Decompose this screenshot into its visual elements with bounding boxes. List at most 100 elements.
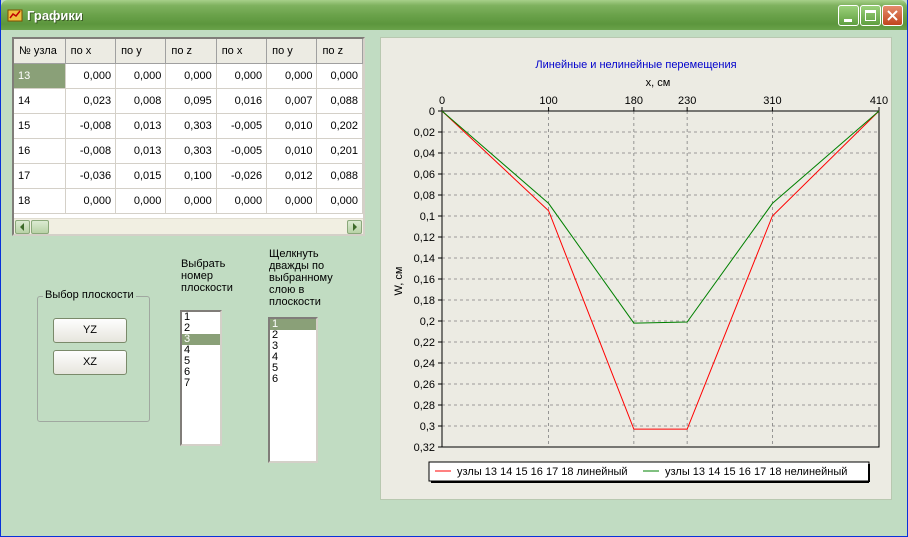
- y-tick-label: 0,26: [414, 379, 435, 391]
- displacement-cell[interactable]: 0,000: [165, 188, 217, 214]
- label-line: плоскости: [181, 282, 233, 294]
- displacement-cell[interactable]: -0,008: [65, 113, 117, 139]
- minimize-button[interactable]: [838, 5, 859, 26]
- displacement-cell[interactable]: 0,000: [65, 63, 117, 89]
- table-row[interactable]: 17 -0,036 0,015 0,100 -0,026 0,012 0,088: [14, 163, 363, 189]
- grid-header-cell[interactable]: № узла: [14, 39, 66, 64]
- displacement-cell[interactable]: 0,088: [316, 163, 363, 189]
- displacement-cell[interactable]: 0,013: [115, 113, 167, 139]
- grid-header-cell[interactable]: по x: [65, 39, 117, 64]
- list-item[interactable]: 1: [184, 311, 191, 323]
- displacement-cell[interactable]: 0,095: [165, 88, 217, 114]
- x-axis-label: x, см: [646, 77, 671, 89]
- displacement-cell[interactable]: -0,005: [216, 113, 268, 139]
- scroll-thumb[interactable]: [31, 220, 49, 234]
- yz-button[interactable]: YZ: [53, 318, 127, 343]
- x-tick-label: 0: [439, 95, 445, 107]
- displacement-grid[interactable]: № узла по x по y по z по x по y по z 13 0,000 0,0…: [12, 37, 365, 236]
- displacement-cell[interactable]: 0,008: [115, 88, 167, 114]
- table-row[interactable]: 18 0,000 0,000 0,000 0,000 0,000 0,000: [14, 188, 363, 214]
- node-number-cell[interactable]: 13: [14, 63, 66, 89]
- node-number-cell[interactable]: 14: [14, 88, 66, 114]
- grid-header-cell[interactable]: по z: [316, 39, 363, 64]
- displacement-cell[interactable]: 0,303: [165, 138, 217, 164]
- displacement-cell[interactable]: 0,007: [266, 88, 318, 114]
- label-line: выбранному: [269, 272, 333, 284]
- table-row[interactable]: 13 0,000 0,000 0,000 0,000 0,000 0,000: [14, 63, 363, 89]
- close-button[interactable]: [882, 5, 903, 26]
- table-row[interactable]: 15 -0,008 0,013 0,303 -0,005 0,010 0,202: [14, 113, 363, 139]
- list-item[interactable]: 6: [184, 366, 191, 378]
- node-number-cell[interactable]: 17: [14, 163, 66, 189]
- title-bar[interactable]: Графики: [1, 0, 907, 30]
- displacement-cell[interactable]: 0,013: [115, 138, 167, 164]
- label-line: Щелкнуть: [269, 248, 319, 260]
- displacement-cell[interactable]: 0,000: [266, 63, 318, 89]
- displacement-cell[interactable]: -0,008: [65, 138, 117, 164]
- displacement-cell[interactable]: -0,005: [216, 138, 268, 164]
- list-item[interactable]: 7: [184, 377, 191, 389]
- list-item[interactable]: 5: [184, 355, 191, 367]
- displacement-cell[interactable]: 0,000: [216, 188, 268, 214]
- scroll-right-button[interactable]: [347, 220, 362, 234]
- displacement-cell[interactable]: 0,202: [316, 113, 363, 139]
- horizontal-scrollbar[interactable]: [14, 218, 363, 234]
- nonlinear-series-line: [441, 110, 880, 324]
- list-item[interactable]: 3: [272, 340, 279, 352]
- list-item[interactable]: 6: [272, 373, 279, 385]
- list-item[interactable]: 1: [270, 319, 316, 330]
- displacement-cell[interactable]: 0,000: [65, 188, 117, 214]
- y-axis-label: W, см: [393, 267, 405, 296]
- displacement-cell[interactable]: 0,000: [316, 63, 363, 89]
- arrow-left-icon: [20, 223, 24, 231]
- x-tick-label: 180: [625, 95, 643, 107]
- displacement-cell[interactable]: 0,016: [216, 88, 268, 114]
- displacement-cell[interactable]: 0,010: [266, 138, 318, 164]
- label-line: дважды по: [269, 260, 325, 272]
- displacement-cell[interactable]: 0,000: [165, 63, 217, 89]
- displacement-cell[interactable]: 0,000: [115, 63, 167, 89]
- y-tick-label: 0,14: [414, 253, 435, 265]
- list-item[interactable]: 2: [184, 322, 191, 334]
- x-tick-label: 310: [763, 95, 781, 107]
- displacement-cell[interactable]: 0,100: [165, 163, 217, 189]
- scroll-left-button[interactable]: [15, 220, 30, 234]
- displacement-cell[interactable]: 0,012: [266, 163, 318, 189]
- list-item[interactable]: 5: [272, 362, 279, 374]
- node-number-cell[interactable]: 16: [14, 138, 66, 164]
- x-ticks: 0 100 180 230 310 410: [439, 95, 888, 111]
- displacement-cell[interactable]: 0,023: [65, 88, 117, 114]
- displacement-cell[interactable]: 0,201: [316, 138, 363, 164]
- xz-button[interactable]: XZ: [53, 350, 127, 375]
- list-item[interactable]: 2: [272, 329, 279, 341]
- list-item[interactable]: 4: [184, 344, 191, 356]
- table-row[interactable]: 14 0,023 0,008 0,095 0,016 0,007 0,088: [14, 88, 363, 114]
- displacement-cell[interactable]: 0,010: [266, 113, 318, 139]
- grid-header-cell[interactable]: по y: [266, 39, 318, 64]
- table-row[interactable]: 16 -0,008 0,013 0,303 -0,005 0,010 0,201: [14, 138, 363, 164]
- displacement-cell[interactable]: 0,088: [316, 88, 363, 114]
- displacement-cell[interactable]: -0,026: [216, 163, 268, 189]
- displacement-cell[interactable]: 0,000: [115, 188, 167, 214]
- y-tick-label: 0,32: [414, 442, 435, 454]
- linear-series-line: [441, 110, 880, 430]
- y-tick-label: 0,24: [414, 358, 435, 370]
- displacement-cell[interactable]: -0,036: [65, 163, 117, 189]
- displacement-cell[interactable]: 0,000: [316, 188, 363, 214]
- label-line: номер: [181, 270, 213, 282]
- displacement-cell[interactable]: 0,000: [216, 63, 268, 89]
- list-item[interactable]: 3: [182, 334, 220, 345]
- maximize-button[interactable]: [860, 5, 881, 26]
- grid-header-cell[interactable]: по x: [216, 39, 268, 64]
- grid-header-cell[interactable]: по z: [165, 39, 217, 64]
- grid-header-cell[interactable]: по y: [115, 39, 167, 64]
- node-number-cell[interactable]: 18: [14, 188, 66, 214]
- displacement-cell[interactable]: 0,000: [266, 188, 318, 214]
- displacement-cell[interactable]: 0,015: [115, 163, 167, 189]
- displacement-cell[interactable]: 0,303: [165, 113, 217, 139]
- list-item[interactable]: 4: [272, 351, 279, 363]
- node-number-cell[interactable]: 15: [14, 113, 66, 139]
- plane-list-label: Выбрать номер плоскости: [181, 258, 233, 294]
